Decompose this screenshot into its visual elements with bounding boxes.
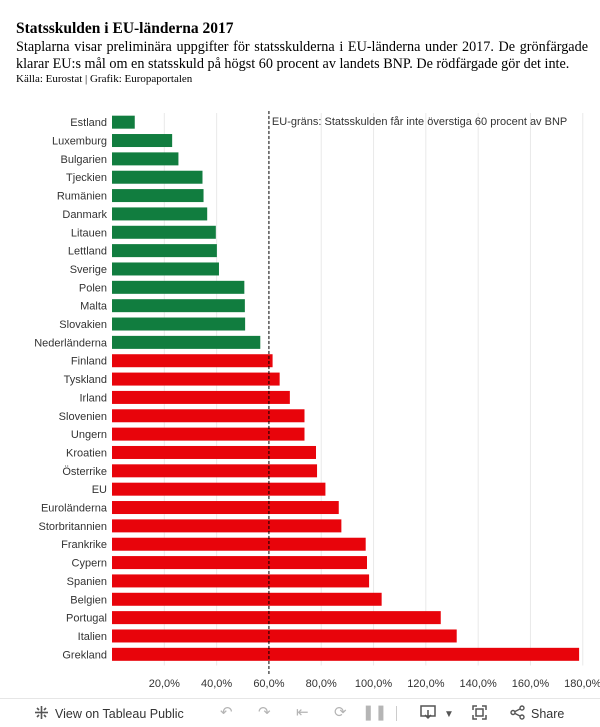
chart-source: Källa: Eurostat | Grafik: Europaportalen (16, 73, 193, 85)
pause-button[interactable]: ❚❚ (362, 705, 387, 720)
category-label: Portugal (66, 613, 107, 625)
bar-grekland (112, 647, 580, 661)
x-tick-label: 140,0% (459, 678, 497, 690)
category-label: Tjeckien (66, 172, 107, 184)
category-label: Frankrike (61, 539, 107, 551)
x-tick-label: 20,0% (149, 678, 180, 690)
chart-header: Statsskulden i EU-länderna 2017 Staplarn… (16, 20, 588, 86)
bar-bulgarien (112, 152, 179, 166)
bar-italien (112, 629, 457, 643)
category-label: Danmark (62, 209, 107, 221)
category-label: Spanien (67, 576, 107, 588)
pause-icon: ❚❚ (362, 704, 388, 721)
share-button[interactable]: Share (510, 705, 564, 723)
x-tick-label: 160,0% (512, 678, 550, 690)
tableau-toolbar: View on Tableau Public ↶ ↷ ⇤ ⟳ ❚❚ ▼ Shar… (0, 698, 600, 727)
category-label: Rumänien (57, 191, 107, 203)
bar-lettland (112, 244, 217, 258)
view-on-tableau-button[interactable]: View on Tableau Public (34, 705, 184, 723)
category-label: Ungern (71, 429, 107, 441)
bar-litauen (112, 225, 216, 239)
reference-line-label: EU-gräns: Statsskulden får inte överstig… (272, 116, 567, 128)
bar-tyskland (112, 372, 280, 386)
bar-chart: Estland Luxemburg Bulgarien Tjeckien Rumänie… (34, 111, 600, 690)
download-button[interactable]: ▼ (420, 705, 454, 723)
bar-sverige (112, 262, 219, 276)
share-icon (510, 705, 525, 723)
toolbar-divider (396, 706, 397, 721)
category-label: Luxemburg (52, 136, 107, 148)
bar-storbritannien (112, 519, 342, 533)
share-label: Share (531, 707, 565, 721)
category-label: Österrike (62, 466, 107, 478)
category-label: Cypern (72, 558, 107, 570)
bar-tjeckien (112, 170, 203, 184)
x-tick-label: 120,0% (407, 678, 445, 690)
bar-nederländerna (112, 335, 261, 349)
bar-irland (112, 390, 290, 404)
refresh-icon: ⟳ (334, 704, 347, 721)
revert-icon: ⇤ (296, 704, 309, 721)
fullscreen-icon (472, 705, 487, 723)
bar-slovakien (112, 317, 246, 331)
category-label: Storbritannien (39, 521, 108, 533)
bar-luxemburg (112, 134, 173, 148)
redo-icon: ↷ (258, 704, 271, 721)
chevron-down-icon: ▼ (444, 708, 454, 720)
category-label: Grekland (62, 649, 107, 661)
bar-österrike (112, 464, 318, 478)
category-label: Italien (78, 631, 107, 643)
download-icon (420, 705, 438, 723)
category-label: Lettland (68, 246, 107, 258)
revert-button[interactable]: ⇤ (296, 705, 309, 720)
category-label: Polen (79, 282, 107, 294)
category-label: Tyskland (64, 374, 107, 386)
x-tick-label: 60,0% (253, 678, 284, 690)
bar-rumänien (112, 189, 204, 203)
chart-title: Statsskulden i EU-länderna 2017 (16, 20, 234, 37)
bar-finland (112, 354, 273, 368)
category-label: Slovenien (59, 411, 107, 423)
bar-ungern (112, 427, 305, 441)
x-tick-label: 180,0% (564, 678, 600, 690)
bar-spanien (112, 574, 370, 588)
category-label: Slovakien (59, 319, 107, 331)
bar-euroländerna (112, 501, 339, 515)
bar-belgien (112, 592, 382, 606)
bar-danmark (112, 207, 208, 221)
redo-button[interactable]: ↷ (258, 705, 271, 720)
category-label: Estland (70, 117, 107, 129)
category-label: Malta (80, 301, 108, 313)
bar-estland (112, 115, 135, 129)
category-label: Euroländerna (41, 503, 108, 515)
bar-polen (112, 280, 245, 294)
bar-kroatien (112, 445, 316, 459)
tableau-logo-icon (34, 705, 49, 723)
x-tick-label: 100,0% (355, 678, 393, 690)
fullscreen-button[interactable] (472, 705, 487, 723)
category-label: EU (92, 484, 107, 496)
undo-button[interactable]: ↶ (220, 705, 233, 720)
category-label: Nederländerna (34, 337, 108, 349)
category-label: Kroatien (66, 447, 107, 459)
category-label: Litauen (71, 227, 107, 239)
category-label: Sverige (70, 264, 107, 276)
category-label: Belgien (70, 594, 107, 606)
category-label: Finland (71, 356, 107, 368)
undo-icon: ↶ (220, 704, 233, 721)
view-on-tableau-label: View on Tableau Public (55, 707, 184, 721)
category-label: Bulgarien (61, 154, 107, 166)
bar-slovenien (112, 409, 305, 423)
bar-malta (112, 299, 245, 313)
bar-cypern (112, 556, 367, 570)
bar-frankrike (112, 537, 366, 551)
category-label: Irland (79, 392, 107, 404)
bar-portugal (112, 611, 441, 625)
x-tick-label: 80,0% (306, 678, 337, 690)
chart-subtitle: Staplarna visar preliminära uppgifter fö… (16, 39, 588, 72)
bar-eu (112, 482, 326, 496)
refresh-button[interactable]: ⟳ (334, 705, 347, 720)
x-tick-label: 40,0% (201, 678, 232, 690)
